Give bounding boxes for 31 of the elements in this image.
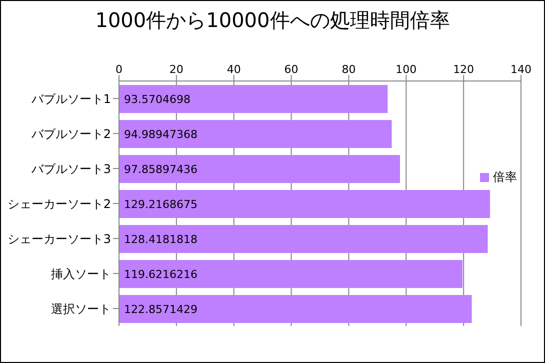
y-tick-label: シェーカーソート3 — [7, 232, 111, 246]
x-tick-label: 40 — [226, 63, 241, 76]
y-tick-label: バブルソート3 — [30, 162, 111, 176]
x-tick-label: 80 — [342, 63, 356, 76]
x-tick-label: 20 — [169, 63, 184, 76]
legend-label: 倍率 — [493, 170, 517, 184]
y-tick-label: シェーカーソート2 — [7, 196, 111, 211]
data-label: 119.6216216 — [124, 268, 198, 281]
data-label: 129.2168675 — [124, 198, 198, 211]
bar — [119, 155, 400, 183]
data-label: 122.8571429 — [124, 302, 198, 316]
bar — [119, 225, 488, 253]
data-label: 94.98947368 — [124, 128, 198, 141]
x-tick-label: 100 — [396, 63, 417, 76]
y-tick-label: バブルソート1 — [30, 92, 111, 106]
y-tick-label: 選択ソート — [51, 302, 111, 316]
data-label: 128.4181818 — [124, 232, 198, 246]
bar — [119, 85, 388, 113]
x-tick-label: 60 — [284, 63, 298, 76]
y-tick-label: バブルソート2 — [30, 126, 111, 141]
y-tick-label: 挿入ソート — [51, 266, 111, 281]
bar — [119, 120, 392, 148]
x-tick-label: 140 — [510, 63, 532, 76]
x-tick-label: 0 — [116, 63, 122, 76]
bar — [119, 190, 490, 218]
bar — [119, 295, 472, 323]
x-tick-label: 120 — [453, 63, 474, 76]
bar — [119, 260, 462, 288]
chart-title: 1000件から10000件への処理時間倍率 — [94, 7, 451, 34]
data-label: 93.5704698 — [124, 92, 190, 106]
data-label: 97.85897436 — [124, 162, 198, 176]
